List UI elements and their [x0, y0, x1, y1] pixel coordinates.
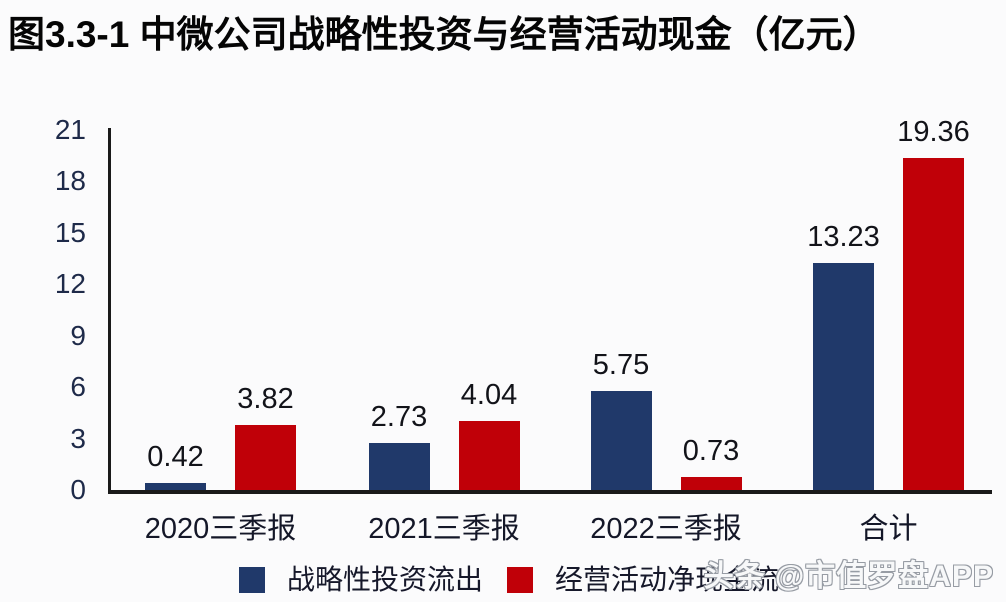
legend-item: 经营活动净现金流: [507, 564, 780, 595]
legend-item: 战略性投资流出: [239, 564, 484, 595]
legend-swatch-icon: [507, 567, 533, 593]
y-tick-label: 6: [70, 371, 86, 403]
bar-s2-c1: [235, 425, 296, 490]
y-tick-label: 21: [54, 114, 86, 145]
bar-value-label: 4.04: [460, 379, 518, 411]
bar-s2-c4: [903, 158, 964, 490]
x-category-label: 合计: [859, 513, 918, 545]
bar-s2-c2: [458, 421, 520, 490]
bar-s1-c1: [145, 483, 206, 490]
watermark: 头条 @市值罗盘APP: [703, 560, 994, 593]
x-category-label: 2021三季报: [368, 513, 520, 545]
y-axis-line: [108, 128, 111, 492]
y-tick-label: 0: [70, 474, 86, 505]
bar-value-label: 2.73: [370, 401, 428, 433]
bar-value-label: 13.23: [807, 221, 880, 253]
legend-label: 经营活动净现金流: [555, 564, 780, 595]
bar-value-label: 0.73: [682, 435, 740, 467]
y-tick-label: 15: [54, 216, 86, 248]
legend-label: 战略性投资流出: [287, 564, 484, 595]
bar-s1-c2: [368, 443, 430, 490]
bar-value-label: 19.36: [897, 116, 970, 148]
legend-swatch-icon: [239, 567, 265, 593]
bar-value-label: 3.82: [237, 383, 294, 415]
bar-s2-c3: [680, 477, 742, 490]
y-tick-label: 18: [54, 165, 86, 197]
y-tick-label: 3: [70, 422, 86, 454]
y-tick-label: 12: [54, 268, 86, 300]
x-category-label: 2020三季报: [144, 513, 297, 545]
y-tick-label: 9: [70, 319, 86, 351]
bar-value-label: 0.42: [147, 441, 204, 473]
chart-title: 图3.3-1 中微公司战略性投资与经营活动现金（亿元）: [8, 14, 880, 55]
bar-value-label: 5.75: [592, 349, 650, 381]
x-category-label: 2022三季报: [590, 513, 742, 545]
bar-s1-c3: [590, 391, 652, 490]
bar-s1-c4: [813, 263, 874, 490]
x-axis-line: [108, 490, 992, 494]
